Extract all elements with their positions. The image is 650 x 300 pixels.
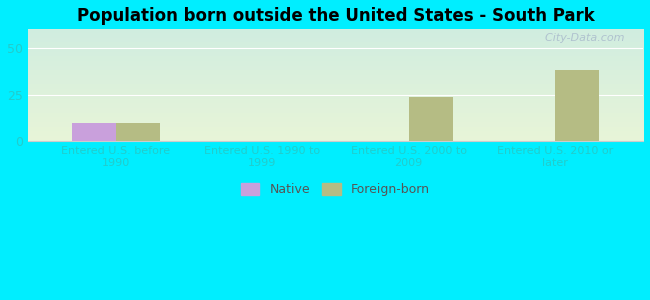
Title: Population born outside the United States - South Park: Population born outside the United State… [77,7,594,25]
Bar [72,123,116,141]
Legend: Native, Foreign-born: Native, Foreign-born [237,180,434,200]
Bar [116,123,160,141]
Text: City-Data.com: City-Data.com [538,33,625,43]
Bar [555,70,599,141]
Bar [409,97,452,141]
